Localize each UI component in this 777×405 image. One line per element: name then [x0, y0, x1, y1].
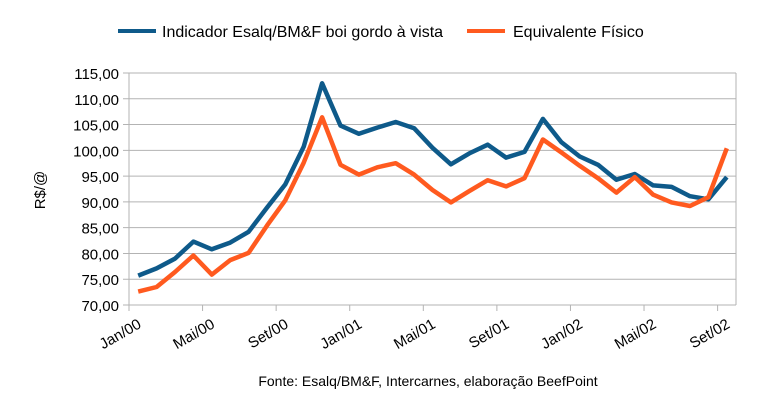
series-lines	[137, 81, 729, 294]
legend-label-equivalente: Equivalente Físico	[513, 24, 644, 41]
y-axis: 70,00 75,00 80,00 85,00 90,00 95,00 100,00 105,…	[73, 66, 119, 315]
y-tick-label: 100,00	[73, 143, 119, 160]
y-tick-label: 90,00	[81, 195, 119, 212]
series-line-equivalente	[137, 115, 729, 294]
legend: Indicador Esalq/BM&F boi gordo à vista E…	[118, 24, 644, 41]
legend-label-esalq: Indicador Esalq/BM&F boi gordo à vista	[162, 24, 443, 41]
source-note: Fonte: Esalq/BM&F, Intercarnes, elaboraç…	[258, 373, 597, 389]
x-tick-label: Jan/01	[317, 316, 365, 353]
x-tick-label: Jan/02	[538, 316, 586, 353]
x-tick-label: Jan/00	[97, 316, 145, 353]
x-tick-label: Set/01	[466, 316, 512, 352]
y-axis-label: R$/@	[32, 171, 49, 210]
x-tick-label: Mai/02	[612, 316, 659, 353]
x-tick-label: Set/00	[245, 316, 291, 352]
y-tick-label: 70,00	[81, 298, 119, 315]
y-tick-label: 105,00	[73, 118, 119, 135]
y-tick-label: 110,00	[74, 92, 119, 109]
y-tick-label: 80,00	[81, 246, 119, 263]
x-axis: Jan/00 Mai/00 Set/00 Jan/01 Mai/01 Set/01 Jan/…	[97, 316, 733, 353]
series-line-esalq	[137, 81, 729, 278]
y-tick-label: 85,00	[81, 221, 119, 238]
x-tick-label: Mai/00	[170, 316, 217, 353]
y-tick-label: 115,00	[74, 66, 119, 83]
x-tick-label: Mai/01	[391, 316, 438, 353]
y-tick-label: 75,00	[81, 272, 119, 289]
grid-lines	[123, 72, 737, 311]
x-tick-label: Set/02	[687, 316, 733, 352]
y-tick-label: 95,00	[81, 169, 119, 186]
